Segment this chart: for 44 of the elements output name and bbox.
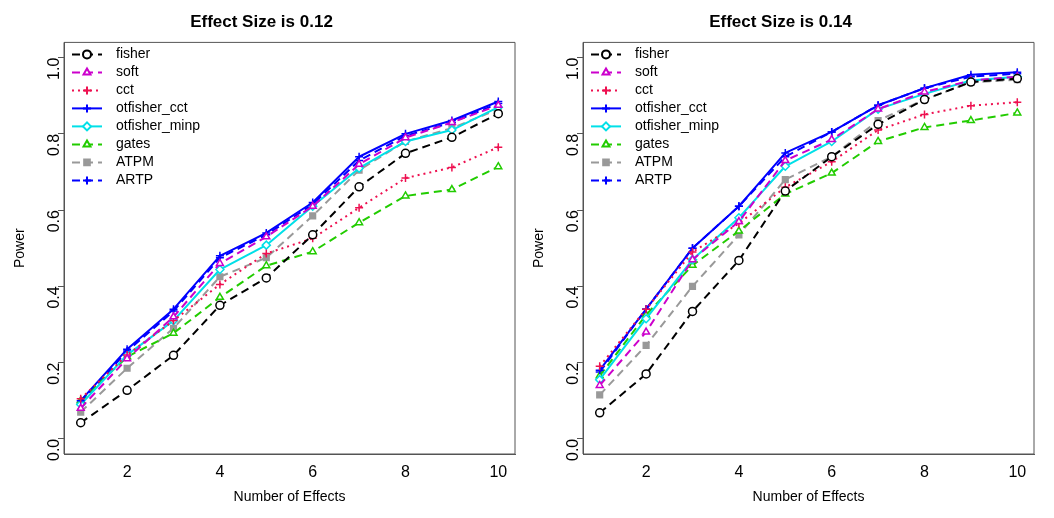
- x-tick-label: 8: [401, 463, 411, 481]
- legend-label: fisher: [116, 45, 151, 62]
- y-axis-title: Power: [11, 228, 28, 269]
- x-axis-title: Number of Effects: [233, 488, 346, 505]
- y-tick-label: 0.0: [564, 438, 582, 462]
- y-tick-label: 0.4: [564, 286, 582, 309]
- y-tick-label: 0.6: [564, 210, 582, 233]
- legend-label: ARTP: [116, 171, 154, 188]
- x-tick-label: 4: [215, 463, 225, 481]
- legend-label: ARTP: [635, 171, 673, 188]
- legend-label: otfisher_cct: [635, 99, 707, 116]
- legend-label: otfisher_minp: [116, 117, 201, 134]
- legend-label: gates: [116, 135, 151, 152]
- legend-label: cct: [116, 81, 134, 98]
- x-tick-label: 8: [920, 463, 930, 481]
- x-tick-label: 2: [641, 463, 651, 481]
- y-tick-label: 1.0: [564, 57, 582, 80]
- x-tick-label: 2: [122, 463, 132, 481]
- x-tick-label: 10: [489, 463, 508, 481]
- chart-title: Effect Size is 0.12: [190, 11, 333, 31]
- y-tick-label: 0.2: [564, 362, 582, 385]
- y-tick-label: 0.4: [45, 286, 63, 309]
- legend-label: cct: [635, 81, 653, 98]
- y-tick-label: 0.2: [45, 362, 63, 385]
- x-tick-label: 4: [734, 463, 744, 481]
- y-tick-label: 0.8: [564, 133, 582, 157]
- y-tick-label: 1.0: [45, 57, 63, 80]
- y-tick-label: 0.8: [45, 133, 63, 157]
- legend-label: otfisher_cct: [116, 99, 188, 116]
- x-tick-label: 10: [1008, 463, 1027, 481]
- legend-label: soft: [116, 63, 139, 80]
- legend-label: ATPM: [635, 153, 673, 170]
- legend-label: otfisher_minp: [635, 117, 720, 134]
- legend-label: ATPM: [116, 153, 154, 170]
- x-tick-label: 6: [308, 463, 318, 481]
- x-axis-title: Number of Effects: [752, 488, 865, 505]
- legend-label: fisher: [635, 45, 670, 62]
- chart-title: Effect Size is 0.14: [709, 11, 853, 31]
- x-tick-label: 6: [827, 463, 837, 481]
- y-tick-label: 0.6: [45, 210, 63, 233]
- y-tick-label: 0.0: [45, 438, 63, 462]
- y-axis-title: Power: [530, 228, 547, 269]
- legend-label: soft: [635, 63, 658, 80]
- legend-label: gates: [635, 135, 670, 152]
